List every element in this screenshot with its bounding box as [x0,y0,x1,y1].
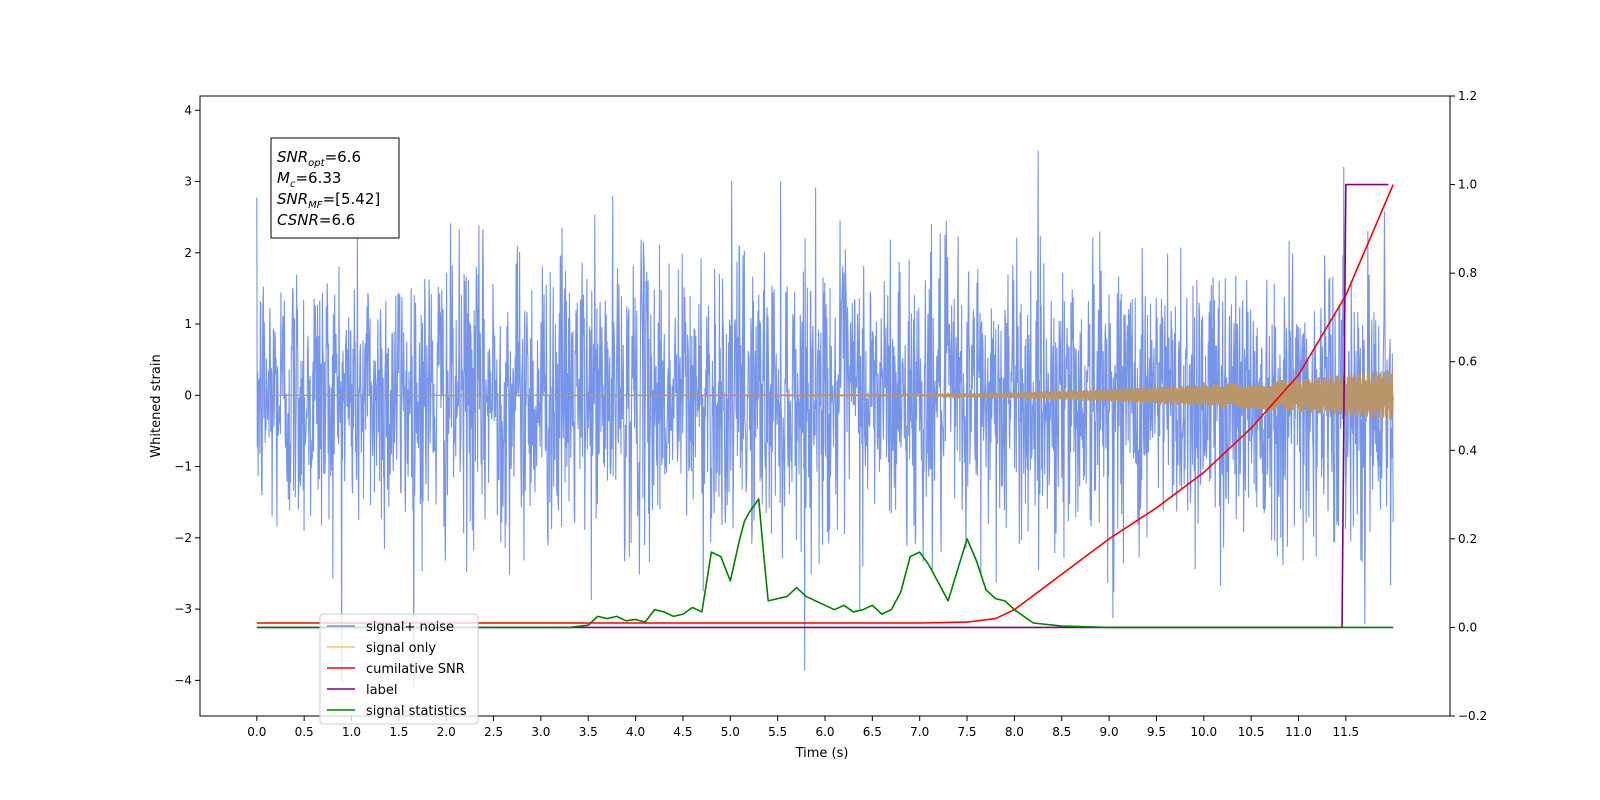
legend-label: signal only [366,641,436,656]
y-tick-label: −1 [174,460,192,474]
x-tick-label: 5.5 [768,725,787,739]
x-tick-label: 11.5 [1332,725,1359,739]
annotation-value: =6.33 [295,169,341,187]
y2-tick-label: 0.2 [1458,532,1477,546]
x-axis: 0.0 0.5 1.0 1.5 2.0 2.5 3.0 3.5 4.0 4.5 5.0 5.5 6.0 6… [247,716,1359,739]
x-tick-label: 2.5 [484,725,503,739]
x-tick-label: 3.0 [531,725,550,739]
x-tick-label: 6.0 [815,725,834,739]
y2-tick-label: 0.0 [1458,620,1477,634]
annotation-line: SNRMF=[5.42] [277,190,380,211]
annotation-subscript: MF [308,200,323,211]
x-tick-label: 10.0 [1190,725,1217,739]
annotation-value: =[5.42] [323,190,381,208]
y2-tick-label: −0.2 [1458,709,1487,723]
x-tick-label: 3.5 [579,725,598,739]
series-cumilative-snr-line [256,184,1394,624]
y2-tick-label: 0.4 [1458,443,1477,457]
x-tick-label: 4.5 [673,725,692,739]
y-tick-label: 0 [184,388,192,402]
annotation-frame [270,137,400,239]
x-tick-label: 7.5 [957,725,976,739]
y-tick-label: 4 [184,103,192,117]
y-tick-label: −3 [174,602,192,616]
annotation-symbol: SNR [277,148,308,166]
x-tick-label: 7.0 [910,725,929,739]
annotation-line: SNRopt=6.6 [277,148,361,169]
annotation-symbol: M [277,169,290,187]
legend-label: signal+ noise [366,620,454,635]
x-tick-label: 1.5 [389,725,408,739]
x-tick-label: 11.0 [1285,725,1312,739]
y-axis-left: −4 −3 −2 −1 0 1 2 3 4 [174,103,200,687]
y2-tick-label: 0.8 [1458,266,1477,280]
x-tick-label: 4.0 [626,725,645,739]
y-tick-label: 1 [184,317,192,331]
y-tick-label: −2 [174,531,192,545]
annotation-symbol: CSNR [277,211,319,229]
plot-area [256,150,1394,688]
annotation-value: =6.6 [319,211,355,229]
annotation-subscript: opt [308,158,325,169]
y-tick-label: 3 [184,175,192,189]
legend-label: signal statistics [366,704,467,719]
annotation-line: CSNR=6.6 [277,211,355,229]
x-tick-label: 10.5 [1238,725,1265,739]
x-tick-label: 8.5 [1052,725,1071,739]
x-axis-label: Time (s) [795,746,849,761]
x-tick-label: 1.0 [342,725,361,739]
legend: signal+ noise signal only cumilative SNR la… [319,613,479,725]
x-tick-label: 9.0 [1100,725,1119,739]
x-tick-label: 0.0 [247,725,266,739]
y2-tick-label: 1.0 [1458,178,1477,192]
series-signal-statistics-line [256,498,1394,629]
y2-tick-label: 0.6 [1458,355,1477,369]
annotation-subscript: c [290,179,296,190]
series-signal-only-line [256,369,1394,421]
x-tick-label: 9.5 [1147,725,1166,739]
y-axis-label: Whitened strain [149,354,164,457]
legend-label: label [366,683,397,698]
x-tick-label: 8.0 [1005,725,1024,739]
x-tick-label: 0.5 [295,725,314,739]
legend-label: cumilative SNR [366,662,465,677]
legend-frame [319,613,479,725]
y-tick-label: 2 [184,246,192,260]
annotation-line: Mc=6.33 [277,169,341,190]
x-tick-label: 6.5 [863,725,882,739]
y-axis-right: −0.2 0.0 0.2 0.4 0.6 0.8 1.0 1.2 [1450,89,1487,723]
x-tick-label: 2.0 [437,725,456,739]
y-tick-label: −4 [174,673,192,687]
y2-tick-label: 1.2 [1458,89,1477,103]
annotation-symbol: SNR [277,190,308,208]
x-tick-label: 5.0 [721,725,740,739]
annotation-value: =6.6 [325,148,361,166]
